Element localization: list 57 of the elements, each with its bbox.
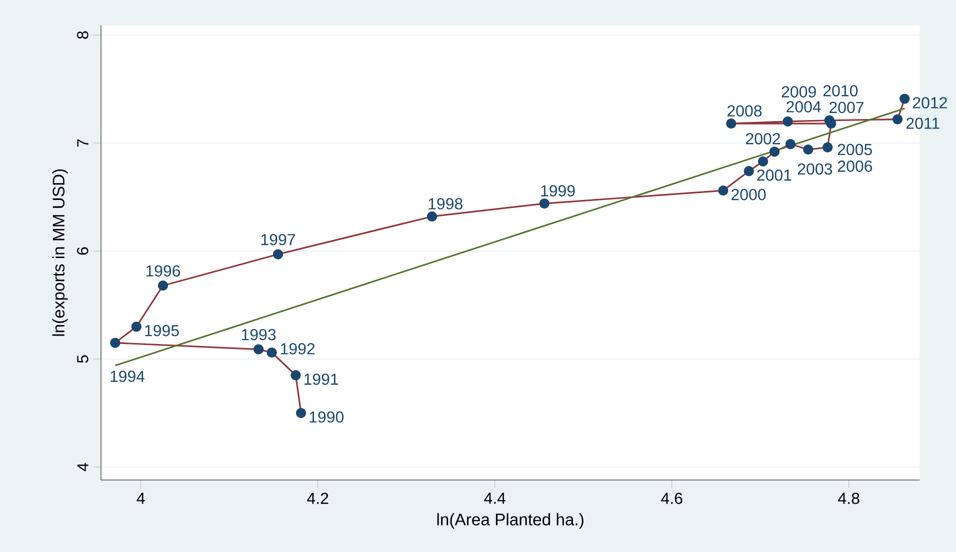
point bbox=[892, 114, 903, 124]
annotation: 1998 bbox=[428, 198, 462, 210]
point bbox=[769, 146, 780, 157]
point bbox=[426, 211, 438, 222]
point bbox=[272, 249, 284, 260]
point bbox=[158, 280, 168, 291]
point bbox=[785, 139, 796, 150]
annotation: 2007 bbox=[830, 102, 864, 114]
annotation: 1999 bbox=[541, 185, 575, 196]
x-tick-label: 4.8 bbox=[838, 492, 860, 504]
point bbox=[253, 344, 264, 354]
x-axis-title: ln(Area Planted ha.) bbox=[437, 513, 584, 529]
point bbox=[110, 338, 120, 348]
annotation: 2008 bbox=[727, 105, 762, 117]
point bbox=[824, 115, 834, 126]
x-tick-label: 4 bbox=[136, 492, 145, 504]
annotation: 2011 bbox=[906, 118, 940, 129]
annotation: 1994 bbox=[110, 370, 145, 382]
point bbox=[744, 166, 754, 176]
annotation: 2009 bbox=[782, 86, 816, 98]
annotation: 1990 bbox=[310, 411, 344, 423]
point bbox=[290, 370, 301, 380]
y-tick-label: 8 bbox=[76, 31, 88, 39]
annotation: 1993 bbox=[242, 328, 276, 340]
annotation: 1996 bbox=[146, 265, 180, 277]
point bbox=[296, 408, 306, 418]
annotation: 1995 bbox=[145, 324, 179, 336]
annotation: 2005 bbox=[838, 144, 872, 156]
point bbox=[539, 198, 550, 209]
y-tick-label: 4 bbox=[77, 463, 88, 472]
y-axis-title: ln(exports in MM USD) bbox=[52, 169, 68, 336]
point bbox=[718, 185, 728, 196]
x-tick-label: 4.2 bbox=[307, 492, 328, 504]
point bbox=[131, 322, 142, 332]
point bbox=[803, 144, 814, 155]
annotation: 1992 bbox=[281, 343, 315, 354]
y-tick-label: 5 bbox=[77, 355, 88, 363]
y-tick-label: 7 bbox=[77, 139, 88, 147]
point bbox=[758, 156, 768, 166]
annotation: 2003 bbox=[798, 163, 832, 175]
point bbox=[266, 347, 277, 358]
annotation: 2004 bbox=[786, 101, 821, 112]
point bbox=[726, 118, 736, 129]
annotation: 2001 bbox=[757, 169, 792, 181]
point bbox=[822, 142, 833, 152]
annotation: 2006 bbox=[838, 160, 872, 172]
x-tick-label: 4.6 bbox=[661, 492, 682, 504]
annotation: 2000 bbox=[732, 188, 766, 200]
point bbox=[900, 94, 910, 104]
x-tick-label: 4.4 bbox=[484, 492, 506, 504]
annotation: 2010 bbox=[823, 85, 858, 96]
annotation: 2012 bbox=[912, 97, 947, 108]
point bbox=[782, 116, 793, 127]
annotation: 1991 bbox=[304, 374, 338, 385]
annotation: 2002 bbox=[746, 133, 780, 144]
y-tick-label: 6 bbox=[76, 247, 88, 255]
annotation: 1997 bbox=[261, 234, 295, 246]
